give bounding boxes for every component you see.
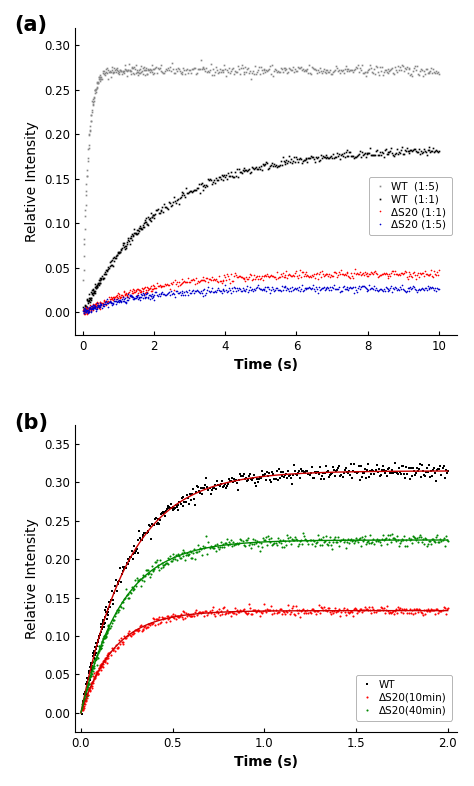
WT  (1:1) xyxy=(369,150,375,160)
Legend: WT, ΔS20(10min), ΔS20(40min): WT, ΔS20(10min), ΔS20(40min) xyxy=(356,675,452,721)
ΔS20 (1:1) xyxy=(83,306,89,315)
WT xyxy=(103,608,109,617)
ΔS20 (1:5) xyxy=(223,280,228,289)
ΔS20(40min) xyxy=(445,537,450,546)
Line: WT: WT xyxy=(81,462,449,714)
WT  (1:1) xyxy=(81,302,86,311)
WT  (1:1) xyxy=(83,301,89,310)
WT  (1:5) xyxy=(83,190,89,200)
WT xyxy=(79,704,85,714)
WT xyxy=(85,678,91,687)
ΔS20(10min) xyxy=(354,608,360,618)
WT  (1:5) xyxy=(81,275,86,285)
ΔS20 (1:5) xyxy=(365,285,371,295)
ΔS20(10min) xyxy=(79,705,85,714)
ΔS20 (1:5) xyxy=(83,306,89,315)
X-axis label: Time (s): Time (s) xyxy=(234,755,298,769)
WT  (1:5) xyxy=(235,61,241,71)
ΔS20(40min) xyxy=(353,534,359,543)
WT  (1:5) xyxy=(436,69,442,79)
WT  (1:1) xyxy=(365,149,370,159)
Text: (b): (b) xyxy=(14,413,48,432)
ΔS20(40min) xyxy=(155,560,161,570)
ΔS20(10min) xyxy=(261,600,267,609)
WT  (1:5) xyxy=(365,68,370,77)
WT xyxy=(445,467,450,476)
ΔS20 (1:5) xyxy=(148,292,154,301)
Y-axis label: Relative Intensity: Relative Intensity xyxy=(25,518,39,639)
Line: ΔS20 (1:5): ΔS20 (1:5) xyxy=(82,284,440,314)
ΔS20(10min) xyxy=(156,612,162,622)
ΔS20 (1:1) xyxy=(352,265,358,274)
ΔS20(40min) xyxy=(79,703,85,712)
ΔS20(40min) xyxy=(103,631,109,641)
ΔS20 (1:1) xyxy=(436,266,442,275)
ΔS20 (1:1) xyxy=(84,310,90,319)
ΔS20(10min) xyxy=(79,704,85,714)
WT  (1:5) xyxy=(353,62,359,72)
ΔS20 (1:1) xyxy=(148,281,154,291)
ΔS20(10min) xyxy=(107,648,112,658)
WT  (1:1) xyxy=(235,172,241,182)
ΔS20 (1:1) xyxy=(370,270,376,279)
ΔS20(10min) xyxy=(85,690,91,700)
WT  (1:1) xyxy=(81,307,87,316)
Line: WT  (1:5): WT (1:5) xyxy=(82,59,440,281)
X-axis label: Time (s): Time (s) xyxy=(234,358,298,372)
WT  (1:1) xyxy=(148,208,154,218)
ΔS20(10min) xyxy=(445,603,450,612)
WT  (1:1) xyxy=(436,146,442,156)
WT xyxy=(156,520,162,529)
WT xyxy=(353,468,359,477)
WT xyxy=(131,542,137,551)
Line: WT  (1:1): WT (1:1) xyxy=(82,146,440,312)
ΔS20 (1:1) xyxy=(365,271,371,281)
ΔS20(10min) xyxy=(103,653,109,663)
WT  (1:1) xyxy=(427,142,432,152)
ΔS20 (1:5) xyxy=(81,308,86,318)
ΔS20 (1:5) xyxy=(236,284,242,293)
ΔS20 (1:5) xyxy=(81,307,86,316)
WT  (1:5) xyxy=(369,68,375,77)
Text: (a): (a) xyxy=(14,16,47,35)
ΔS20(40min) xyxy=(84,681,90,691)
WT xyxy=(107,597,112,607)
ΔS20 (1:1) xyxy=(354,268,360,277)
WT xyxy=(79,709,85,718)
ΔS20(10min) xyxy=(131,629,137,638)
WT  (1:5) xyxy=(148,65,154,75)
ΔS20 (1:5) xyxy=(354,287,360,296)
WT  (1:5) xyxy=(198,55,203,64)
ΔS20(40min) xyxy=(106,620,111,630)
ΔS20 (1:1) xyxy=(235,272,241,281)
ΔS20(40min) xyxy=(301,529,306,538)
ΔS20 (1:5) xyxy=(436,285,442,294)
Line: ΔS20(40min): ΔS20(40min) xyxy=(81,532,449,709)
Line: ΔS20 (1:1): ΔS20 (1:1) xyxy=(82,269,440,315)
Line: ΔS20(10min): ΔS20(10min) xyxy=(81,603,449,711)
ΔS20 (1:5) xyxy=(370,284,376,293)
WT xyxy=(392,458,398,468)
Y-axis label: Relative Intensity: Relative Intensity xyxy=(25,121,39,241)
Legend: WT  (1:5), WT  (1:1), ΔS20 (1:1), ΔS20 (1:5): WT (1:5), WT (1:1), ΔS20 (1:1), ΔS20 (1:… xyxy=(368,177,452,235)
WT  (1:1) xyxy=(353,152,359,162)
ΔS20(40min) xyxy=(131,583,137,593)
ΔS20 (1:1) xyxy=(81,305,86,314)
